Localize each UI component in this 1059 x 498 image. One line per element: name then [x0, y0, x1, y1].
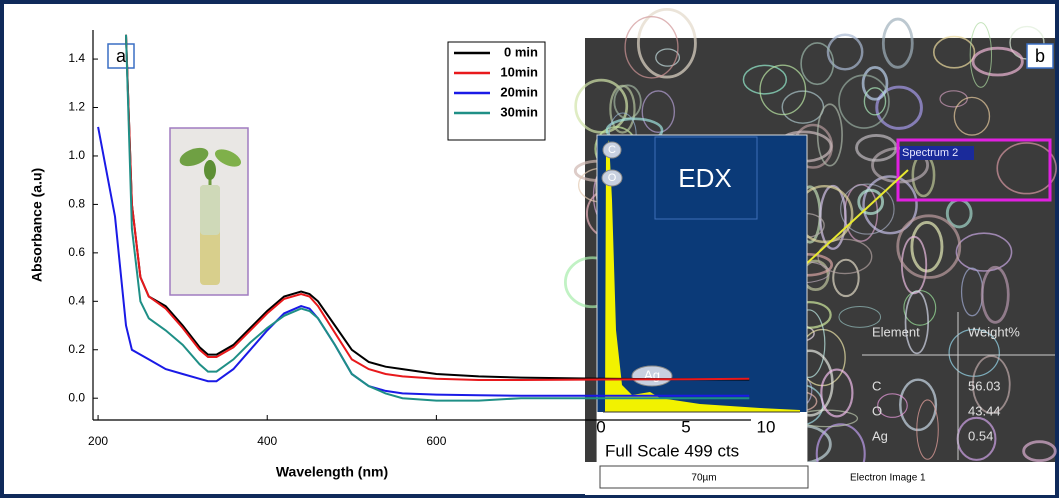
legend-label: 0 min [504, 44, 538, 59]
y-axis-title: Absorbance (a.u) [29, 168, 45, 282]
inset-tick-label: 10 [757, 417, 776, 436]
inset-title: EDX [678, 163, 731, 193]
full-scale: Full Scale 499 cts [605, 441, 739, 460]
table-header: Weight% [968, 324, 1020, 339]
table-cell: 43.44 [968, 403, 1001, 418]
y-tick-label: 0.8 [68, 197, 85, 211]
legend-label: 20min [500, 84, 538, 99]
y-tick-label: 1.4 [68, 51, 85, 65]
sem-image: b Spectrum 2 EDX C O Ag 0 5 10 Full Scal… [565, 9, 1056, 495]
peak-label: C [608, 144, 616, 156]
page: a b Spectrum 2 EDX C O Ag 0 5 10 [0, 0, 1059, 498]
panel-label: a [116, 46, 127, 66]
y-tick-label: 0.6 [68, 245, 85, 259]
table-header: Element [872, 324, 920, 339]
x-axis-title: Wavelength (nm) [276, 464, 388, 480]
table-cell: Ag [872, 428, 888, 443]
y-tick-label: 0.2 [68, 342, 85, 356]
peak-label: O [608, 172, 617, 184]
x-tick-label: 600 [426, 434, 446, 448]
y-tick-label: 1.0 [68, 148, 85, 162]
legend-label: 10min [500, 64, 538, 79]
table-cell: C [872, 378, 881, 393]
table-cell: 0.54 [968, 428, 993, 443]
image-label: Electron Image 1 [850, 473, 926, 484]
y-tick-label: 0.0 [68, 390, 85, 404]
region-label: Spectrum 2 [902, 147, 958, 159]
x-tick-label: 400 [257, 434, 277, 448]
plant-photo [170, 128, 248, 295]
figure: a b Spectrum 2 EDX C O Ag 0 5 10 [0, 0, 1059, 498]
y-tick-label: 1.2 [68, 100, 85, 114]
table-cell: 56.03 [968, 378, 1001, 393]
table-cell: O [872, 403, 882, 418]
legend-label: 30min [500, 104, 538, 119]
panel-label: b [1035, 46, 1045, 66]
y-tick-label: 0.4 [68, 293, 85, 307]
scale-bar: 70µm [691, 473, 716, 484]
x-tick-label: 200 [88, 434, 108, 448]
